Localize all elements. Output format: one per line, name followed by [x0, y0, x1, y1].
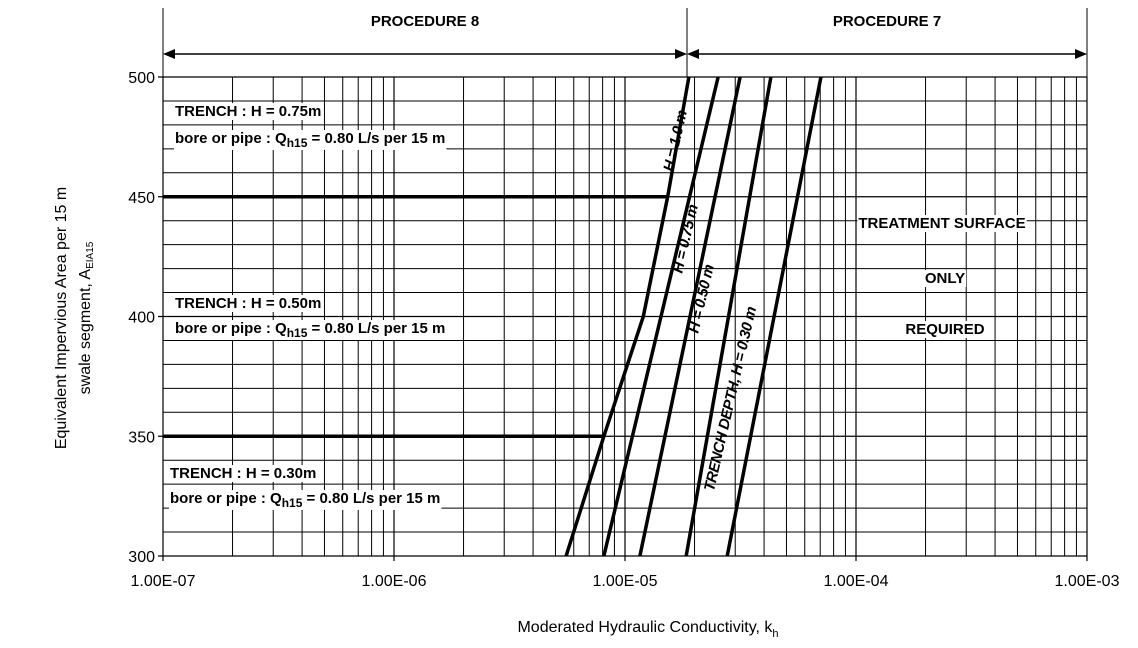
y-axis-label-text: swale segment, A [77, 269, 94, 395]
procedure-label: PROCEDURE 7 [833, 13, 941, 30]
x-axis-label-sub: h [772, 628, 778, 640]
y-axis-label-line2: swale segment, AEIA15 [77, 241, 96, 394]
y-tick-label: 300 [128, 549, 155, 566]
x-tick-label: 1.00E-03 [1055, 573, 1120, 590]
x-axis-label: Moderated Hydraulic Conductivity, kh [517, 619, 778, 640]
y-axis-label: Equivalent Impervious Area per 15 m swal… [53, 187, 96, 449]
x-tick-label: 1.00E-05 [593, 573, 658, 590]
curve [602, 76, 720, 557]
marks [163, 76, 823, 557]
x-axis-label-text: Moderated Hydraulic Conductivity, k [517, 619, 773, 636]
note-rest: = 0.80 L/s per 15 m [302, 490, 440, 507]
region-text: TREATMENT SURFACE [858, 215, 1025, 232]
note-sub: h15 [287, 136, 308, 150]
note-title: TRENCH : H = 0.30m [170, 465, 316, 482]
label-bg [904, 321, 986, 338]
curve-label: H = 1.0 m [660, 109, 690, 173]
curve [564, 76, 691, 557]
note-sub: h15 [287, 326, 308, 340]
y-tick-label: 500 [128, 70, 155, 87]
label-bg [169, 465, 318, 482]
note-title: TRENCH : H = 0.75m [175, 103, 321, 120]
curve [684, 76, 773, 557]
note-sub: h15 [282, 496, 303, 510]
curve [638, 76, 742, 557]
note-q: bore or pipe : Q [170, 490, 282, 507]
y-tick-label: 350 [128, 429, 155, 446]
region-text: ONLY [925, 270, 965, 287]
region-text: REQUIRED [905, 321, 984, 338]
curve-label: H = 0.50 m [686, 263, 718, 335]
label-bg [174, 130, 447, 150]
procedure-label: PROCEDURE 8 [371, 13, 479, 30]
note-title: TRENCH : H = 0.50m [175, 295, 321, 312]
note-line: bore or pipe : Qh15 = 0.80 L/s per 15 m [170, 490, 440, 510]
note-q: bore or pipe : Q [175, 130, 287, 147]
x-tick-label: 1.00E-07 [131, 573, 196, 590]
label-bg [174, 320, 447, 340]
curve-label: H = 0.75 m [670, 203, 702, 275]
y-tick-label: 400 [128, 310, 155, 327]
label-bg [174, 295, 323, 312]
label-bg [174, 103, 323, 120]
label-bg [857, 215, 1027, 232]
y-axis-label-sub: EIA15 [85, 241, 96, 269]
curve-label: TRENCH DEPTH, H = 0.30 m [701, 305, 760, 493]
x-tick-label: 1.00E-06 [362, 573, 427, 590]
note-q: bore or pipe : Q [175, 320, 287, 337]
y-tick-label: 450 [128, 190, 155, 207]
label-bg [0, 0, 96, 4]
curve [725, 76, 823, 557]
label-bg [169, 490, 442, 510]
note-line: bore or pipe : Qh15 = 0.80 L/s per 15 m [175, 130, 445, 150]
grid: 1.00E-07 1.00E-06 1.00E-05 1.00E-04 1.00E-03… [128, 70, 1119, 590]
label-bg [923, 270, 967, 287]
y-axis-label-line1: Equivalent Impervious Area per 15 m [53, 187, 70, 449]
note-rest: = 0.80 L/s per 15 m [307, 130, 445, 147]
note-line: bore or pipe : Qh15 = 0.80 L/s per 15 m [175, 320, 445, 340]
note-rest: = 0.80 L/s per 15 m [307, 320, 445, 337]
x-tick-label: 1.00E-04 [824, 573, 889, 590]
